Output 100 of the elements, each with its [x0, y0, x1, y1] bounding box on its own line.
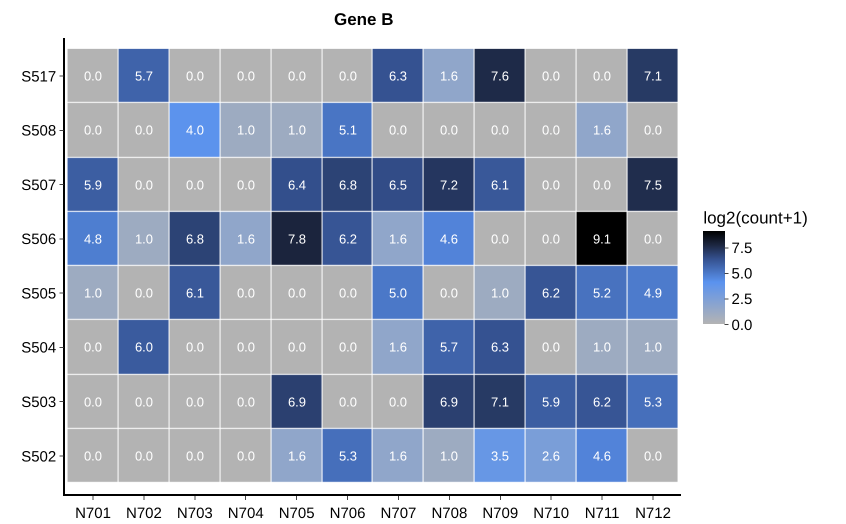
- data-label: 5.9: [84, 178, 102, 193]
- data-label: 1.0: [236, 122, 256, 138]
- data-label: 6.2: [542, 286, 560, 301]
- data-label: 0.0: [338, 340, 358, 355]
- x-tick-label: N709: [482, 504, 518, 522]
- data-label: 5.7: [440, 340, 458, 355]
- data-label: 0.0: [186, 340, 204, 355]
- y-tick-label: S502: [21, 448, 56, 466]
- data-label: 0.0: [644, 122, 662, 138]
- data-label: 0.0: [542, 122, 560, 138]
- data-label: 5.9: [542, 394, 560, 410]
- data-label: 6.5: [388, 178, 408, 193]
- data-label: 0.0: [542, 232, 560, 247]
- x-tick-label: N706: [330, 504, 366, 522]
- data-label: 5.0: [388, 286, 408, 301]
- data-label: 0.0: [542, 340, 560, 355]
- data-label: 4.9: [644, 286, 662, 301]
- data-label: 5.7: [134, 68, 154, 84]
- data-label: 1.0: [490, 286, 510, 301]
- data-label: 0.0: [236, 394, 256, 410]
- data-label: 0.0: [134, 448, 154, 464]
- data-label: 0.0: [644, 232, 662, 247]
- data-label: 0.0: [338, 68, 358, 84]
- data-label: 0.0: [288, 286, 306, 301]
- data-label: 0.0: [542, 178, 560, 193]
- color-bar-label: 2.5: [732, 291, 752, 308]
- data-label: 9.1: [592, 232, 612, 247]
- x-tick-label: N705: [278, 504, 315, 522]
- x-tick-label: N702: [126, 504, 162, 522]
- data-label: 6.0: [134, 340, 154, 355]
- data-label: 1.0: [134, 232, 154, 247]
- data-label: 6.1: [490, 178, 510, 193]
- data-label: 0.0: [592, 178, 612, 193]
- data-label: 5.3: [338, 448, 358, 464]
- data-label: 7.8: [288, 232, 306, 247]
- data-label: 0.0: [236, 178, 256, 193]
- data-label: 0.0: [440, 286, 458, 301]
- x-tick-label: N711: [584, 504, 620, 522]
- data-label: 0.0: [84, 122, 102, 138]
- data-label: 0.0: [84, 340, 102, 355]
- data-label: 0.0: [236, 286, 256, 301]
- y-tick-label: S503: [21, 394, 56, 411]
- data-label: 0.0: [490, 122, 510, 138]
- data-label: 2.6: [542, 448, 560, 464]
- data-label: 0.0: [134, 122, 154, 138]
- data-label: 0.0: [84, 448, 102, 464]
- data-label: 0.0: [134, 286, 154, 301]
- data-label: 1.6: [440, 68, 458, 84]
- data-label: 0.0: [288, 340, 306, 355]
- x-tick-label: N708: [431, 504, 468, 522]
- data-label: 4.8: [84, 232, 102, 247]
- data-label: 0.0: [84, 394, 102, 410]
- data-label: 0.0: [388, 122, 408, 138]
- data-label: 0.0: [236, 448, 256, 464]
- data-label: 5.3: [644, 394, 662, 410]
- data-label: 1.0: [592, 340, 612, 355]
- data-label: 1.6: [388, 340, 408, 355]
- data-label: 6.4: [288, 178, 306, 193]
- y-tick-label: S517: [21, 68, 56, 86]
- data-label: 6.9: [440, 394, 458, 410]
- data-label: 7.5: [644, 178, 662, 193]
- color-bar-label: 0.0: [732, 316, 752, 334]
- data-label: 0.0: [84, 68, 102, 84]
- color-bar-title: log2(count+1): [703, 208, 808, 228]
- data-label: 0.0: [388, 394, 408, 410]
- data-label: 7.1: [490, 394, 510, 410]
- data-label: 4.6: [440, 232, 458, 247]
- data-label: 6.8: [338, 178, 358, 193]
- data-label: 0.0: [186, 178, 204, 193]
- data-label: 0.0: [134, 178, 154, 193]
- data-label: 1.6: [388, 232, 408, 247]
- data-label: 1.6: [236, 232, 256, 247]
- color-bar-label: 5.0: [732, 266, 752, 283]
- x-tick-label: N701: [75, 504, 111, 522]
- data-label: 1.6: [288, 448, 306, 464]
- data-label: 1.0: [440, 448, 458, 464]
- x-tick-label: N707: [380, 504, 416, 522]
- data-label: 6.3: [388, 68, 408, 84]
- y-tick-label: S508: [21, 122, 56, 140]
- y-tick-label: S505: [21, 285, 56, 302]
- data-label: 6.8: [186, 232, 204, 247]
- data-label: 7.1: [644, 68, 662, 84]
- y-tick-label: S507: [21, 176, 56, 194]
- data-label: 0.0: [236, 68, 256, 84]
- data-label: 0.0: [440, 122, 458, 138]
- data-label: 0.0: [288, 68, 306, 84]
- x-tick-label: N704: [228, 504, 264, 522]
- x-tick-label: N703: [176, 504, 213, 522]
- x-tick-label: N712: [635, 504, 671, 522]
- data-label: 0.0: [542, 68, 560, 84]
- data-label: 0.0: [644, 448, 662, 464]
- data-label: 0.0: [236, 340, 256, 355]
- data-label: 7.6: [490, 68, 510, 84]
- data-label: 1.0: [644, 340, 662, 355]
- data-label: 4.6: [592, 448, 612, 464]
- data-label: 6.9: [288, 394, 306, 410]
- data-label: 0.0: [186, 448, 204, 464]
- data-label: 5.2: [592, 286, 612, 301]
- data-label: 0.0: [338, 286, 358, 301]
- data-label: 1.6: [388, 448, 408, 464]
